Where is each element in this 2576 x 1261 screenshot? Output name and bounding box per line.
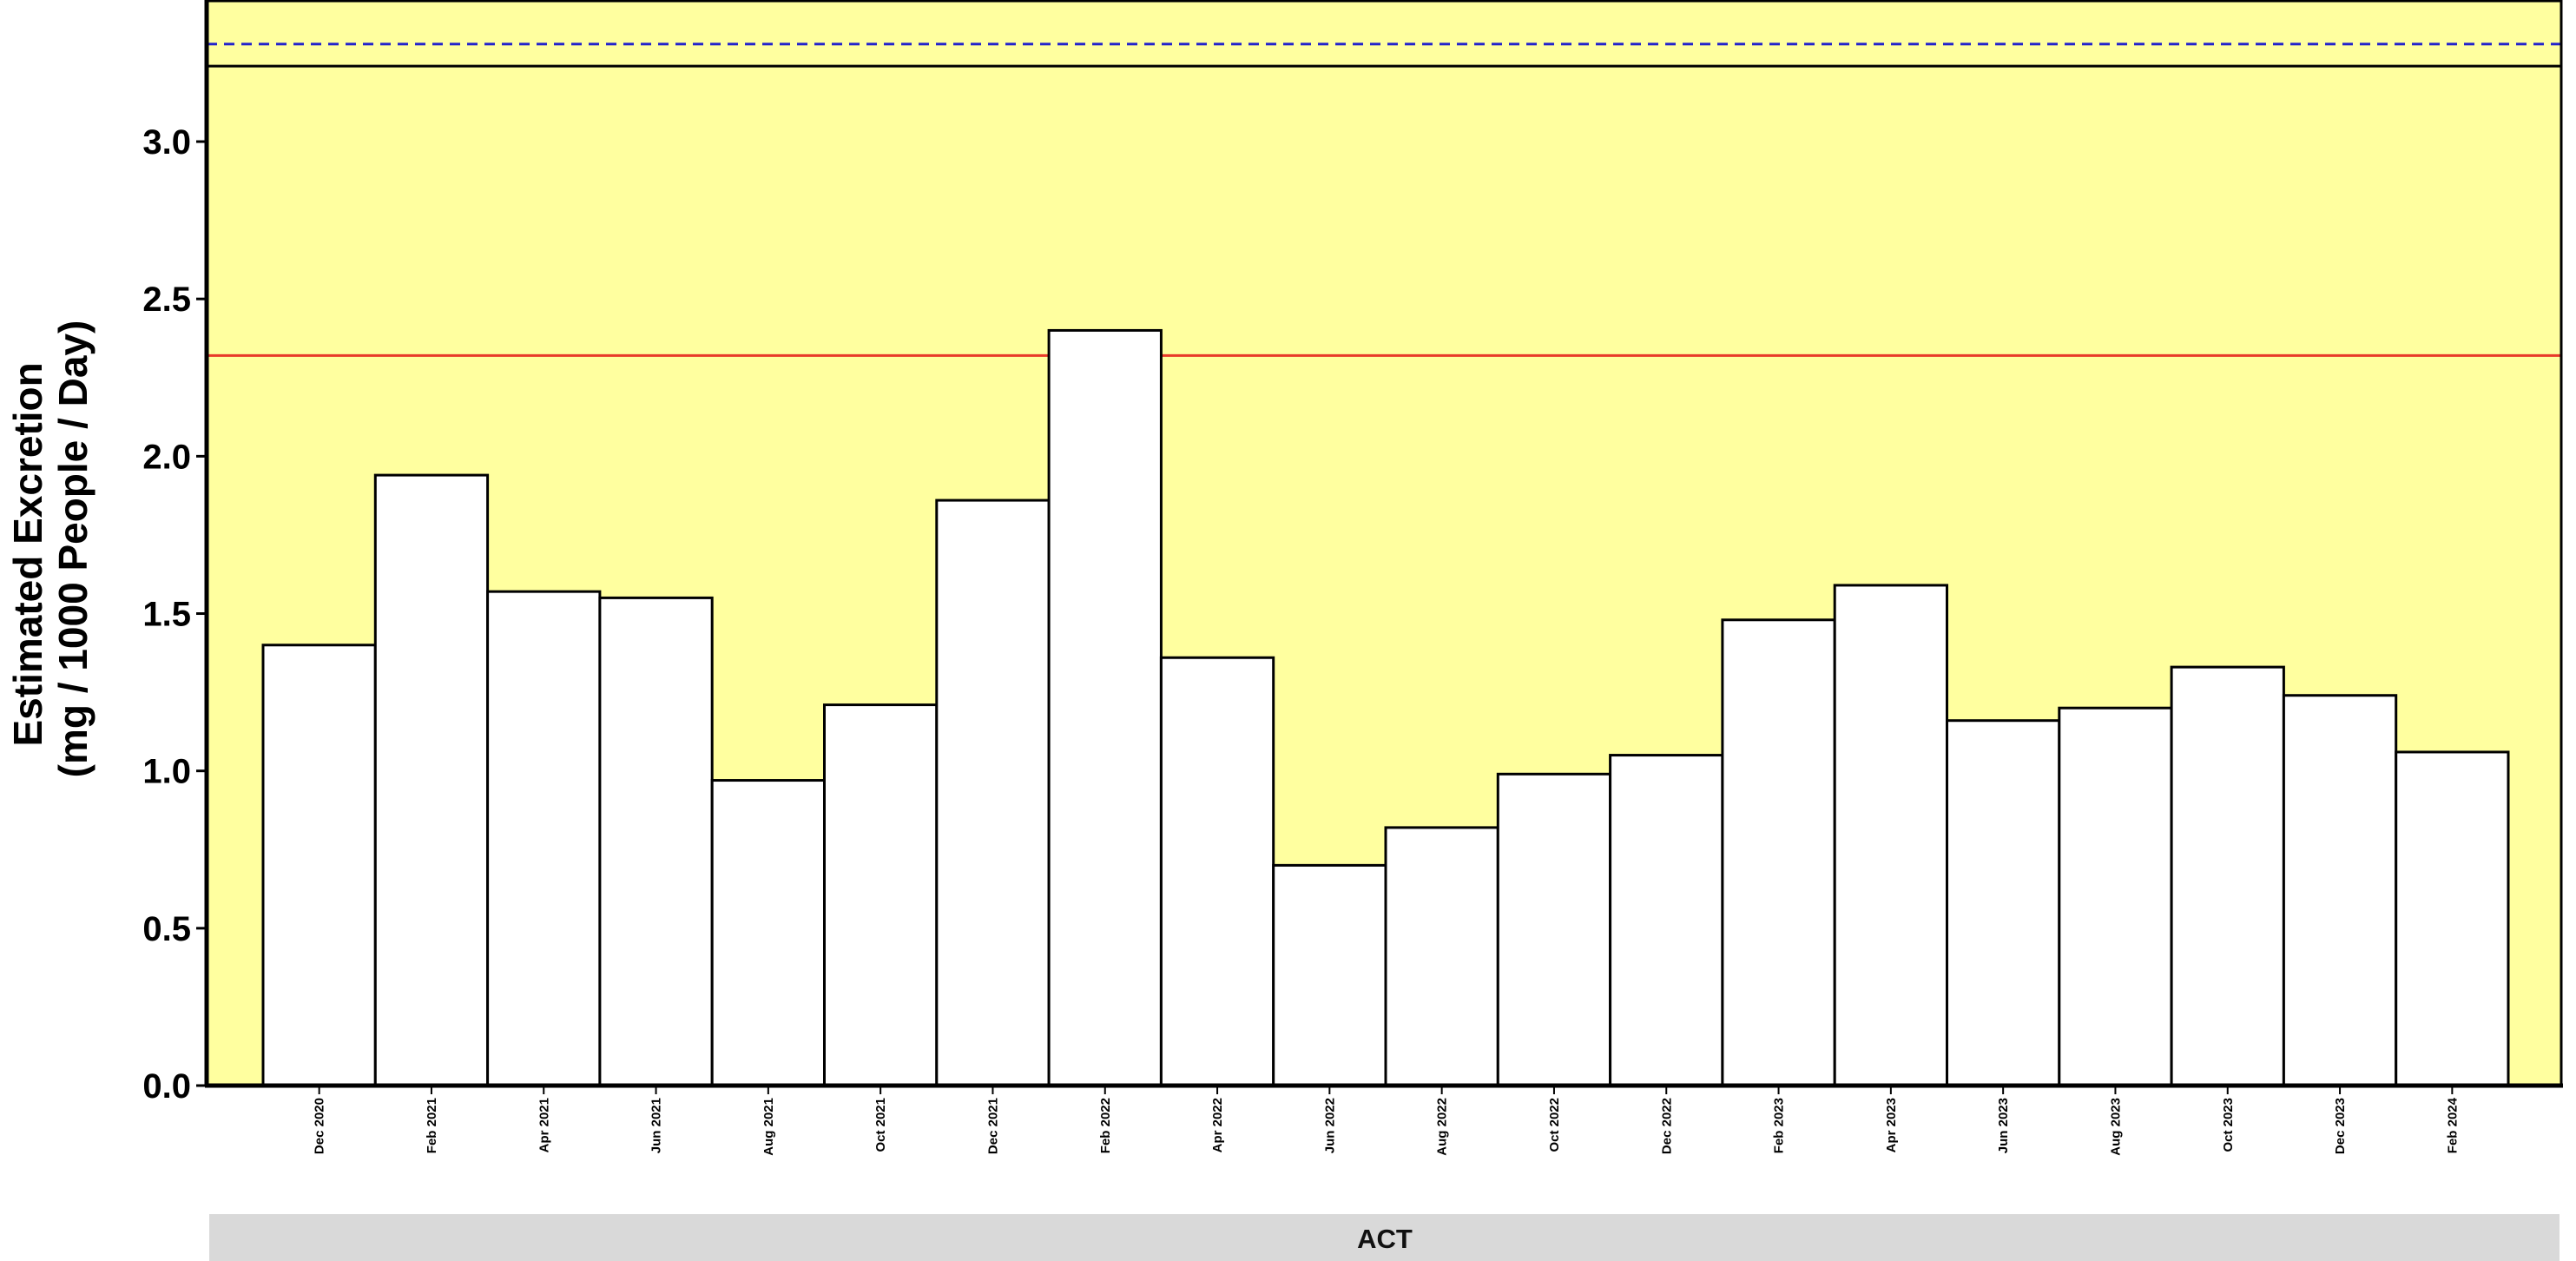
bar [2282, 694, 2398, 1087]
bar [373, 473, 490, 1087]
x-tick-label: Apr 2022 [1210, 1098, 1225, 1152]
y-tick-label: 1.0 [142, 753, 191, 791]
x-tick-label: Oct 2022 [1547, 1098, 1562, 1152]
y-tick-label: 1.5 [142, 596, 191, 634]
x-axis-ticks: Dec 2020 Feb 2021 Apr 2021 Jun 2021 Aug 2021… [313, 1087, 2460, 1156]
x-tick-label: Dec 2021 [985, 1098, 1000, 1154]
facet-strip [209, 1214, 2560, 1261]
y-tick-label: 2.0 [142, 438, 191, 476]
facet-label: ACT [1357, 1224, 1413, 1254]
bar [2170, 665, 2285, 1087]
x-tick-label: Apr 2021 [537, 1098, 551, 1152]
reference-lines [207, 43, 2561, 357]
bar [935, 498, 1051, 1087]
bar [1159, 656, 1275, 1087]
x-tick-label: Dec 2022 [1659, 1098, 1674, 1154]
y-tick-label: 0.0 [142, 1067, 191, 1106]
y-tick-label: 3.0 [142, 123, 191, 162]
x-tick-label: Feb 2021 [425, 1098, 439, 1153]
x-tick-label: Dec 2023 [2333, 1098, 2348, 1154]
x-tick-label: Oct 2023 [2221, 1098, 2236, 1152]
bar [261, 644, 377, 1087]
x-tick-label: Jun 2023 [1996, 1098, 2011, 1153]
bar [710, 779, 827, 1087]
bar [1721, 618, 1836, 1087]
x-tick-label: Feb 2022 [1098, 1098, 1113, 1153]
x-tick-label: Oct 2021 [873, 1098, 888, 1152]
bar [1609, 754, 1724, 1087]
x-tick-label: Apr 2023 [1884, 1098, 1899, 1152]
x-tick-label: Aug 2021 [761, 1098, 776, 1156]
x-tick-label: Feb 2024 [2445, 1097, 2460, 1153]
bar [486, 590, 602, 1087]
bar [1384, 826, 1499, 1087]
x-tick-label: Aug 2023 [2108, 1098, 2123, 1156]
bar [823, 703, 939, 1087]
bar [2395, 750, 2510, 1087]
x-tick-label: Jun 2021 [649, 1098, 664, 1153]
y-tick-label: 2.5 [142, 281, 191, 319]
y-axis-title-line-1: Estimated Excretion [5, 362, 50, 746]
x-tick-label: Feb 2023 [1772, 1098, 1787, 1153]
y-axis-ticks: 0.0 0.5 1.0 1.5 2.0 2.5 3.0 [142, 123, 207, 1106]
bar [1496, 772, 1612, 1087]
x-tick-label: Dec 2020 [313, 1098, 327, 1154]
x-tick-label: Jun 2022 [1322, 1098, 1337, 1153]
x-tick-label: Aug 2022 [1435, 1098, 1450, 1156]
bar [1833, 584, 1948, 1087]
plot-panel-border [205, 0, 2563, 1087]
y-axis-title-line-2: (mg / 1000 People / Day) [50, 320, 96, 778]
y-tick-label: 0.5 [142, 910, 191, 948]
y-axis-title: Estimated Excretion (mg / 1000 People / … [5, 320, 96, 778]
bar [1047, 328, 1163, 1087]
bar [598, 596, 714, 1087]
bar [1272, 863, 1387, 1087]
bar [1946, 719, 2061, 1087]
bar [2058, 706, 2173, 1087]
